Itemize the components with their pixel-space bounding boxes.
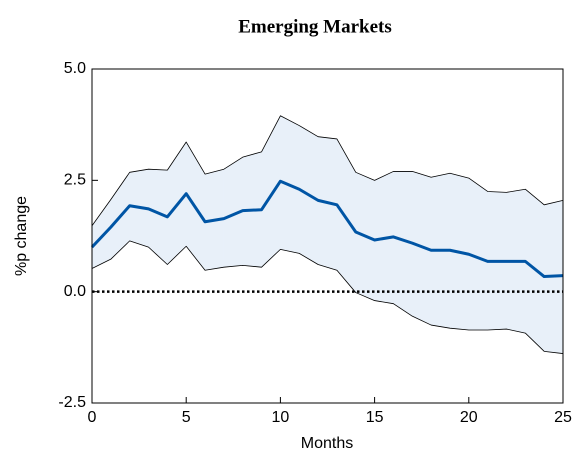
x-tick-label: 10 bbox=[272, 409, 290, 426]
x-tick-label: 0 bbox=[88, 409, 97, 426]
y-axis-label: %p change bbox=[13, 196, 30, 276]
band-fill bbox=[261, 115, 281, 268]
band-fill bbox=[393, 171, 413, 317]
x-tick-label: 15 bbox=[366, 409, 384, 426]
y-tick-label: -2.5 bbox=[58, 394, 86, 411]
chart-title: Emerging Markets bbox=[238, 16, 392, 37]
y-tick-label: 2.5 bbox=[64, 172, 86, 189]
y-tick-label: 5.0 bbox=[64, 60, 86, 77]
x-tick-label: 5 bbox=[182, 409, 191, 426]
x-tick-label: 25 bbox=[554, 409, 572, 426]
x-axis-label: Months bbox=[301, 435, 353, 452]
band-upper bbox=[91, 115, 564, 226]
line bbox=[90, 179, 564, 279]
band-fill bbox=[91, 198, 112, 269]
y-tick-label: 0.0 bbox=[64, 283, 86, 300]
plot-frame bbox=[91, 68, 564, 404]
x-tick-label: 20 bbox=[460, 409, 478, 426]
band-lower bbox=[91, 240, 564, 354]
band-fill bbox=[336, 137, 357, 294]
